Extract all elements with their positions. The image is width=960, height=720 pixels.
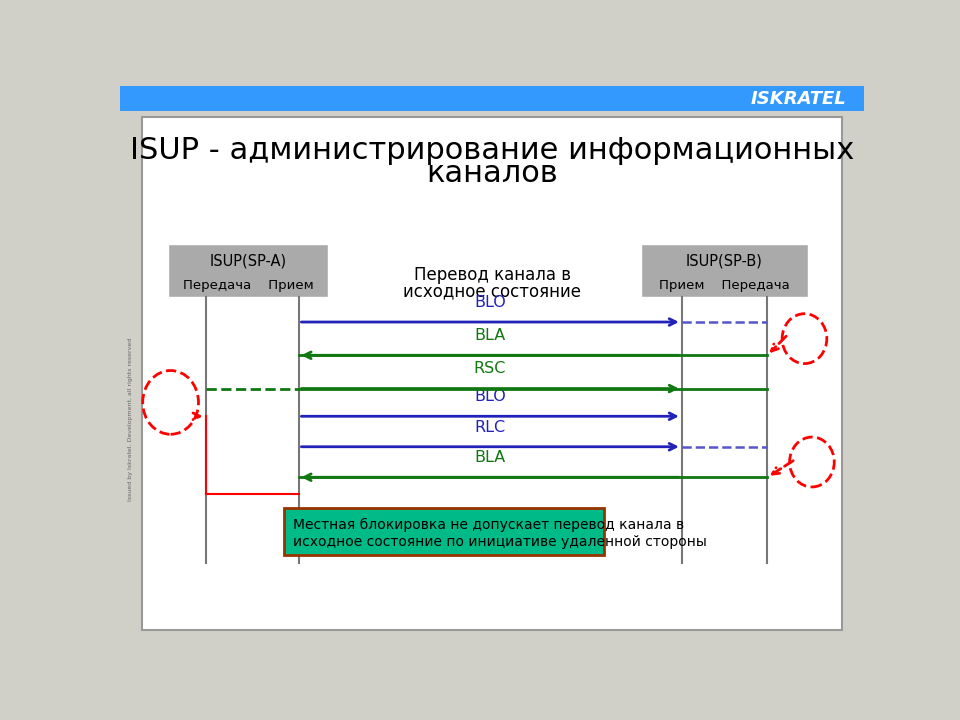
Bar [641, 244, 808, 297]
Text: каналов: каналов [426, 159, 558, 188]
Text: ISUP - администрирование информационных: ISUP - администрирование информационных [130, 135, 854, 165]
Text: BLO: BLO [474, 294, 506, 310]
Text: BLA: BLA [474, 450, 505, 465]
Bar [120, 86, 864, 112]
Text: ISUP(SP-B): ISUP(SP-B) [686, 253, 763, 269]
Text: ISKRATEL: ISKRATEL [751, 90, 846, 108]
Text: Issued by Iskratel. Development, all rights reserved: Issued by Iskratel. Development, all rig… [128, 338, 132, 500]
Text: Передача    Прием: Передача Прием [183, 279, 314, 292]
Text: Местная блокировка не допускает перевод канала в: Местная блокировка не допускает перевод … [293, 518, 684, 532]
Bar [168, 244, 328, 297]
Text: Прием    Передача: Прием Передача [660, 279, 790, 292]
Bar [284, 508, 604, 555]
Text: ISUP(SP-A): ISUP(SP-A) [210, 253, 287, 269]
Text: исходное состояние по инициативе удаленной стороны: исходное состояние по инициативе удаленн… [293, 535, 707, 549]
Text: BLO: BLO [474, 389, 506, 404]
Text: исходное состояние: исходное состояние [403, 282, 581, 300]
Text: BLA: BLA [474, 328, 505, 343]
Text: RSC: RSC [473, 361, 506, 377]
Text: RLC: RLC [474, 420, 505, 435]
Text: Перевод канала в: Перевод канала в [414, 266, 570, 284]
